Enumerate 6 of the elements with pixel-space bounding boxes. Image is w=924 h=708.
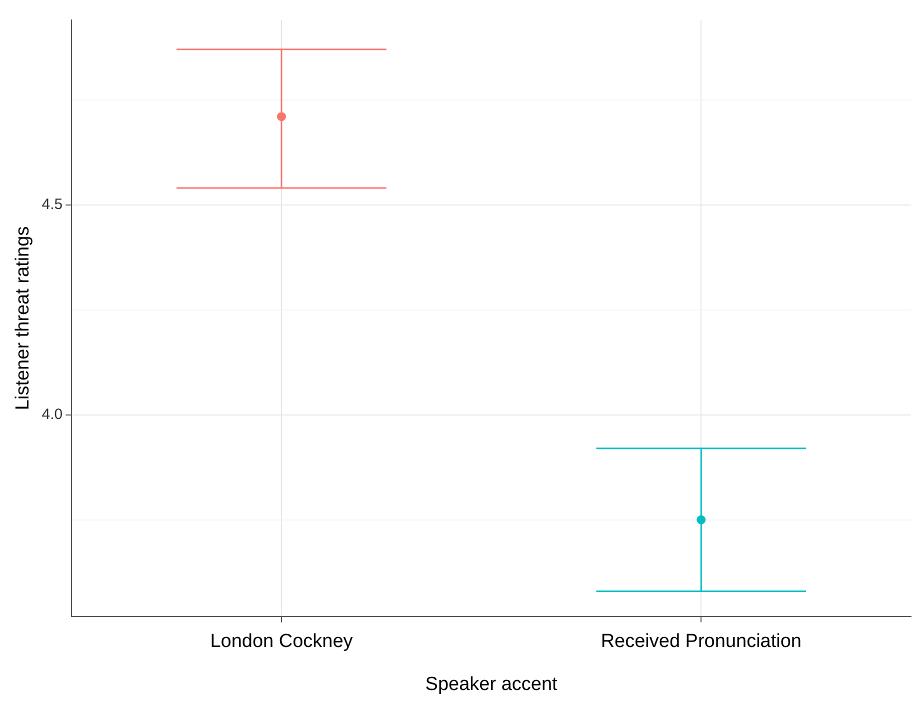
y-tick-label: 4.0: [42, 406, 63, 423]
y-tick-label: 4.5: [42, 196, 63, 213]
y-axis-title: Listener threat ratings: [12, 226, 34, 410]
x-tick-label: London Cockney: [210, 631, 354, 652]
x-axis-title: Speaker accent: [425, 674, 558, 695]
x-tick-label: Received Pronunciation: [600, 631, 802, 652]
